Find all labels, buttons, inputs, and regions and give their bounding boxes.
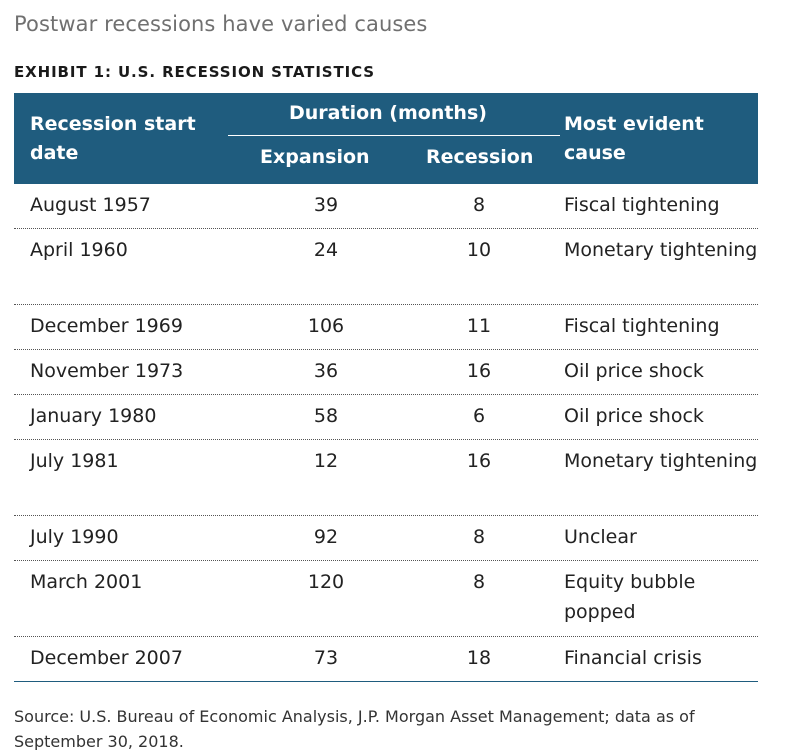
header-duration-rule [228,135,560,136]
cell-recession: 11 [466,315,492,337]
header-duration: Duration (months) [289,102,487,124]
page-title: Postwar recessions have varied causes [14,12,428,36]
table-row: July 1981 12 16 Monetary tightening [14,440,758,516]
cell-start-date: January 1980 [30,405,157,427]
table-row: November 1973 36 16 Oil price shock [14,350,758,395]
source-note: Source: U.S. Bureau of Economic Analysis… [14,707,695,750]
cell-expansion: 106 [307,315,345,337]
cell-expansion: 120 [307,571,345,593]
cell-expansion: 92 [313,526,339,548]
cell-expansion: 36 [313,360,339,382]
cell-expansion: 24 [313,239,339,261]
header-cause: Most evident cause [564,110,704,168]
cell-cause: Monetary tightening [564,239,758,261]
cell-start-date: March 2001 [30,571,143,593]
cell-recession: 8 [472,526,486,548]
cell-recession: 10 [466,239,492,261]
header-cause-line1: Most evident [564,113,704,135]
table-row: July 1990 92 8 Unclear [14,516,758,561]
cell-recession: 8 [472,571,486,593]
cell-recession: 16 [466,450,492,472]
cell-start-date: April 1960 [30,239,128,261]
header-start-date: Recession start date [30,110,196,168]
cell-cause: Monetary tightening [564,450,758,472]
cell-cause: Oil price shock [564,405,704,427]
header-start-line1: Recession start [30,113,196,135]
header-cause-line2: cause [564,142,626,164]
cell-recession: 6 [472,405,486,427]
table-row: December 2007 73 18 Financial crisis [14,637,758,682]
table-row: December 1969 106 11 Fiscal tightening [14,305,758,350]
cell-start-date: November 1973 [30,360,184,382]
table-header: Recession start date Duration (months) E… [14,93,758,184]
cell-start-date: December 2007 [30,647,183,669]
cell-cause: Oil price shock [564,360,704,382]
cell-cause: Fiscal tightening [564,315,720,337]
cell-expansion: 58 [313,405,339,427]
cell-start-date: December 1969 [30,315,183,337]
cell-cause: Financial crisis [564,647,702,669]
cell-recession: 16 [466,360,492,382]
cell-cause: Fiscal tightening [564,194,720,216]
cell-cause: Unclear [564,526,637,548]
header-recession: Recession [426,146,534,168]
header-expansion: Expansion [260,146,370,168]
table-row: August 1957 39 8 Fiscal tightening [14,184,758,229]
exhibit-label: EXHIBIT 1: U.S. RECESSION STATISTICS [14,63,376,81]
table-row: April 1960 24 10 Monetary tightening [14,229,758,305]
cell-start-date: July 1990 [30,526,119,548]
cell-expansion: 39 [313,194,339,216]
header-start-line2: date [30,142,79,164]
recession-table: Recession start date Duration (months) E… [14,93,758,682]
cell-recession: 18 [466,647,492,669]
cell-expansion: 12 [313,450,339,472]
cell-expansion: 73 [313,647,339,669]
cell-start-date: August 1957 [30,194,151,216]
table-row: March 2001 120 8 Equity bubble popped [14,561,758,637]
cell-recession: 8 [472,194,486,216]
table-row: January 1980 58 6 Oil price shock [14,395,758,440]
cell-start-date: July 1981 [30,450,119,472]
cell-cause: Equity bubble popped [564,571,696,623]
table-body: August 1957 39 8 Fiscal tightening April 196… [14,184,758,682]
